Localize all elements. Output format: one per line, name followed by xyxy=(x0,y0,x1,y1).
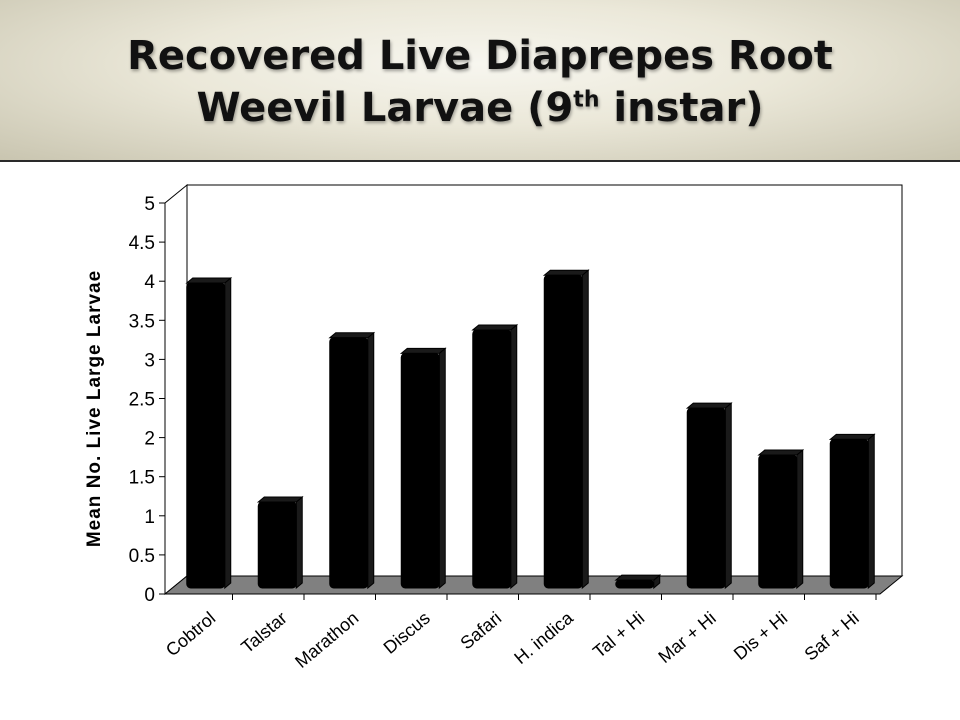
bar-side xyxy=(796,448,804,590)
title-line-2: Weevil Larvae (9th instar) xyxy=(0,82,960,134)
bar-top xyxy=(828,433,876,440)
bar-side xyxy=(510,323,518,590)
bar-side xyxy=(438,347,446,590)
x-tick-label: Talstar xyxy=(237,608,290,657)
y-tick-label: 3 xyxy=(144,350,155,371)
bar-top xyxy=(471,324,519,331)
title-superscript: th xyxy=(573,87,600,113)
y-axis-title: Mean No. Live Large Larvae xyxy=(84,270,105,547)
y-tick-label: 4.5 xyxy=(129,233,155,254)
x-tick-label: Saf + Hi xyxy=(801,608,863,665)
y-tick-label: 3.5 xyxy=(129,311,155,332)
title-band xyxy=(0,0,960,162)
bar-top xyxy=(685,402,733,409)
bar xyxy=(543,274,583,589)
bar-top xyxy=(399,347,447,354)
bar-side xyxy=(367,331,375,590)
slide-title: Recovered Live Diaprepes Root Weevil Lar… xyxy=(0,30,960,134)
y-tick-label: 0 xyxy=(144,585,155,606)
bar xyxy=(615,579,655,589)
chart-side-wall xyxy=(164,183,188,596)
title-line-1: Recovered Live Diaprepes Root xyxy=(127,33,833,79)
y-tick-label: 2.5 xyxy=(129,390,155,411)
y-tick-label: 1 xyxy=(144,507,155,528)
bar xyxy=(829,438,869,589)
y-tick-label: 1.5 xyxy=(129,468,155,489)
bar-side xyxy=(724,402,732,590)
bar xyxy=(329,337,369,589)
bar xyxy=(472,329,512,589)
bar-top xyxy=(256,496,304,503)
y-tick-label: 0.5 xyxy=(129,546,155,567)
x-tick-label: H. indica xyxy=(510,607,577,668)
bar xyxy=(686,407,726,589)
bar-side xyxy=(867,433,875,590)
bar-side xyxy=(295,495,303,590)
bar-top xyxy=(328,332,376,339)
x-tick-label: Tal + Hi xyxy=(589,608,648,662)
y-tick-label: 4 xyxy=(144,272,155,293)
bar-top xyxy=(614,574,662,581)
x-tick-label: Mar + Hi xyxy=(654,608,719,667)
x-tick-label: Safari xyxy=(456,608,505,654)
bar xyxy=(257,501,297,589)
x-tick-label: Marathon xyxy=(291,608,362,672)
bar xyxy=(186,282,226,589)
bar xyxy=(400,352,440,589)
bar-top xyxy=(542,269,590,276)
bar-top xyxy=(757,449,805,456)
bar-top xyxy=(185,277,233,284)
y-tick-label: 2 xyxy=(144,429,155,450)
bar-side xyxy=(224,276,232,590)
x-tick-label: Cobtrol xyxy=(162,608,219,661)
x-tick-label: Discus xyxy=(380,608,434,658)
bar xyxy=(758,454,798,589)
title-line-2-text: Weevil Larvae (9 xyxy=(196,85,574,131)
bar-side xyxy=(581,269,589,590)
y-tick-label: 5 xyxy=(144,194,155,215)
x-tick-label: Dis + Hi xyxy=(730,608,792,664)
title-line-2-end: instar) xyxy=(599,85,764,131)
